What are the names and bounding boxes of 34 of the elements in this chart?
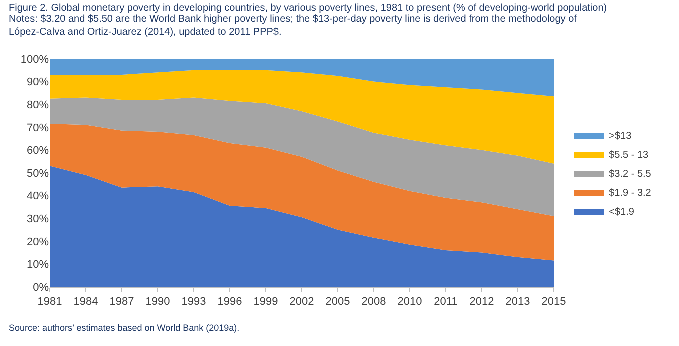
legend-label: $5.5 - 13 [609, 150, 650, 161]
text: Notes: $3.20 and $5.50 are the World Bank higher poverty lines; the $13-per-day poverty line is derived from the methodology of López-Calva and Ortiz-Juarez (2014), updated to 2011 PPP$. [9, 14, 578, 38]
legend-label: $3.2 - 5.5 [609, 168, 652, 180]
x-tick-label: 2005 [326, 296, 350, 308]
x-tick-label: 2013 [506, 296, 530, 308]
x-tick-label: 1984 [74, 296, 98, 308]
x-tick-label: 1999 [254, 296, 278, 308]
x-tick-label: 1993 [182, 296, 206, 308]
y-tick-label: 30% [26, 213, 50, 226]
y-tick-label: 20% [26, 236, 50, 248]
x-tick-label: 1990 [146, 296, 170, 308]
y-tick-label: 40% [26, 190, 50, 203]
y-tick-label: 10% [26, 259, 50, 272]
x-tick-label: 2011 [434, 296, 458, 308]
y-tick-label: 80% [26, 99, 50, 112]
y-tick-label: 100% [20, 54, 50, 66]
x-tick-label: 1981 [38, 296, 62, 308]
y-tick-label: 50% [26, 168, 50, 180]
chart-title: Figure 2. Global monetary poverty in developing countries, by various poverty lines, 1981 to present (% of developing-world population) [9, 3, 608, 14]
x-tick-label: 1987 [110, 296, 134, 308]
y-tick-label: 0% [33, 282, 50, 294]
legend-label: <$1.9 [609, 206, 635, 218]
legend-label: $1.9 - 3.2 [609, 188, 652, 199]
x-tick-label: 2008 [362, 296, 386, 308]
y-tick-label: 70% [26, 122, 50, 134]
x-tick-label: 2015 [542, 296, 566, 308]
y-tick-label: 60% [26, 145, 50, 158]
x-tick-label: 2010 [398, 296, 422, 308]
x-tick-label: 2012 [470, 296, 494, 308]
source-note: Source: authors’ estimates based on World Bank (2019a). [9, 323, 240, 333]
legend-label: >$13 [609, 130, 632, 142]
y-tick-label: 90% [26, 76, 50, 89]
x-tick-label: 2002 [290, 296, 314, 308]
x-tick-label: 1996 [218, 296, 242, 308]
